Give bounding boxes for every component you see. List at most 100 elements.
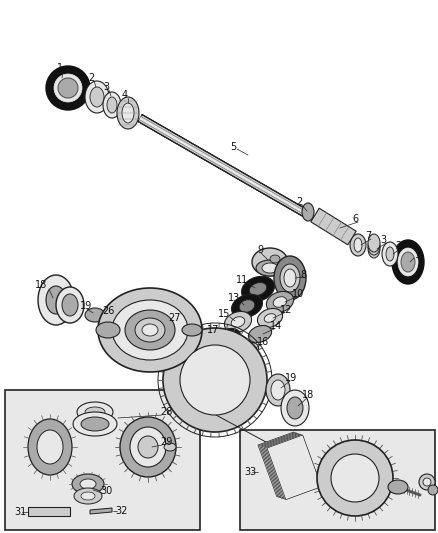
Ellipse shape: [271, 380, 285, 400]
Text: 19: 19: [80, 301, 92, 311]
Text: 11: 11: [236, 275, 248, 285]
Bar: [258, 432, 313, 497]
Ellipse shape: [274, 256, 306, 300]
Ellipse shape: [107, 97, 117, 113]
Ellipse shape: [382, 242, 398, 266]
Ellipse shape: [258, 309, 283, 328]
Ellipse shape: [239, 300, 255, 312]
Text: 32: 32: [115, 506, 127, 516]
Ellipse shape: [237, 342, 258, 358]
Text: 2: 2: [88, 73, 94, 83]
Polygon shape: [311, 208, 356, 245]
Ellipse shape: [270, 255, 280, 263]
Ellipse shape: [264, 314, 276, 322]
Ellipse shape: [81, 492, 95, 500]
Text: 13: 13: [228, 293, 240, 303]
Ellipse shape: [112, 300, 188, 360]
Ellipse shape: [368, 234, 380, 252]
Ellipse shape: [164, 443, 176, 451]
Bar: [259, 432, 314, 497]
Ellipse shape: [135, 318, 165, 342]
Ellipse shape: [266, 374, 290, 406]
Text: 5: 5: [230, 142, 236, 152]
Ellipse shape: [266, 292, 293, 312]
Ellipse shape: [302, 203, 314, 221]
Bar: [261, 433, 315, 498]
Ellipse shape: [125, 310, 175, 350]
Ellipse shape: [419, 474, 435, 490]
Ellipse shape: [221, 333, 235, 343]
Bar: [28, 507, 70, 516]
Ellipse shape: [252, 248, 288, 276]
Ellipse shape: [354, 238, 362, 252]
Text: 12: 12: [280, 305, 293, 315]
Polygon shape: [90, 508, 112, 514]
Text: 15: 15: [218, 309, 230, 319]
Ellipse shape: [56, 287, 84, 323]
Ellipse shape: [281, 390, 309, 426]
Ellipse shape: [80, 479, 96, 489]
Ellipse shape: [46, 286, 66, 314]
Ellipse shape: [248, 326, 272, 343]
Ellipse shape: [386, 247, 394, 261]
Ellipse shape: [392, 240, 424, 284]
Ellipse shape: [368, 240, 380, 258]
Ellipse shape: [85, 308, 105, 322]
Ellipse shape: [77, 402, 113, 422]
Polygon shape: [139, 117, 306, 214]
Ellipse shape: [249, 282, 267, 295]
Ellipse shape: [284, 269, 296, 287]
Ellipse shape: [401, 252, 415, 272]
Text: 2: 2: [395, 241, 401, 251]
Ellipse shape: [122, 103, 134, 123]
Text: 26: 26: [102, 306, 114, 316]
Text: 4: 4: [122, 90, 128, 100]
Text: 28: 28: [160, 407, 173, 417]
Ellipse shape: [98, 288, 202, 372]
Text: 3: 3: [103, 82, 109, 92]
Ellipse shape: [85, 407, 105, 417]
Ellipse shape: [350, 234, 366, 256]
Text: 17: 17: [207, 325, 219, 335]
Ellipse shape: [117, 97, 139, 129]
Text: 10: 10: [292, 289, 304, 299]
Bar: [5, 390, 200, 530]
Polygon shape: [214, 343, 262, 395]
Ellipse shape: [72, 474, 104, 494]
Text: 16: 16: [257, 337, 269, 347]
Ellipse shape: [138, 436, 158, 458]
Text: 18: 18: [35, 280, 47, 290]
Ellipse shape: [96, 322, 120, 338]
Ellipse shape: [28, 419, 72, 475]
Ellipse shape: [163, 328, 267, 432]
Ellipse shape: [38, 275, 74, 325]
Bar: [265, 434, 320, 499]
Ellipse shape: [398, 248, 418, 276]
Polygon shape: [138, 115, 307, 216]
Text: 9: 9: [257, 245, 263, 255]
Text: 7: 7: [365, 231, 371, 241]
Ellipse shape: [142, 324, 158, 336]
Text: 1: 1: [57, 63, 63, 73]
Text: 33: 33: [244, 467, 256, 477]
Ellipse shape: [110, 322, 120, 328]
Text: 1: 1: [415, 250, 421, 260]
Ellipse shape: [180, 345, 250, 415]
Ellipse shape: [331, 454, 379, 502]
Ellipse shape: [103, 92, 121, 118]
Text: 29: 29: [160, 437, 173, 447]
Ellipse shape: [287, 397, 303, 419]
Ellipse shape: [224, 311, 251, 333]
Bar: [264, 434, 318, 499]
Text: 14: 14: [270, 321, 282, 331]
Ellipse shape: [90, 87, 104, 107]
Ellipse shape: [388, 480, 408, 494]
Ellipse shape: [368, 237, 380, 255]
Ellipse shape: [37, 430, 63, 464]
Text: 30: 30: [100, 486, 112, 496]
Ellipse shape: [130, 427, 166, 467]
Bar: [240, 430, 435, 530]
Ellipse shape: [428, 485, 438, 495]
Bar: [267, 435, 321, 499]
Ellipse shape: [58, 78, 78, 98]
